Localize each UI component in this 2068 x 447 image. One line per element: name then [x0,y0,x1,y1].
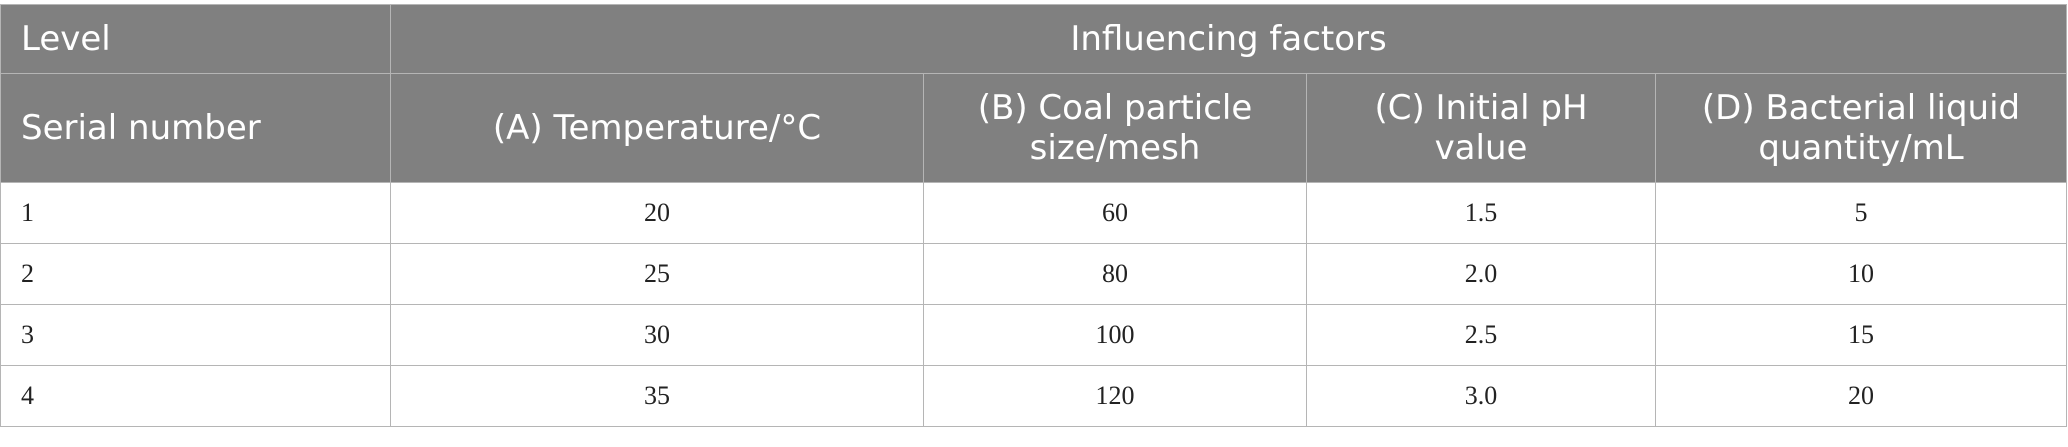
header-cell: Level [0,4,391,74]
data-cell: 3.0 [1306,365,1656,427]
data-cell: 35 [390,365,924,427]
data-table: Level Influencing factors Serial number … [0,4,2068,427]
header-cell: Influencing factors [389,4,2068,74]
data-cell: 25 [390,243,924,305]
header-cell: (B) Coal particle size/mesh [923,73,1307,183]
data-cell: 1.5 [1306,182,1656,244]
data-cell: 60 [923,182,1307,244]
data-row: 4 35 120 3.0 20 [0,365,2068,427]
data-cell: 15 [1654,304,2068,366]
data-cell: 2 [0,243,391,305]
data-cell: 100 [923,304,1307,366]
data-cell: 5 [1654,182,2068,244]
data-cell: 2.0 [1306,243,1656,305]
data-cell: 120 [923,365,1307,427]
data-cell: 10 [1654,243,2068,305]
data-row: 3 30 100 2.5 15 [0,304,2068,366]
data-cell: 1 [0,182,391,244]
data-cell: 20 [1654,365,2068,427]
data-cell: 30 [390,304,924,366]
data-cell: 3 [0,304,391,366]
data-row: 2 25 80 2.0 10 [0,243,2068,305]
header-row: Level Influencing factors [0,4,2068,74]
header-cell: (A) Temperature/°C [390,73,924,183]
data-cell: 4 [0,365,391,427]
data-cell: 80 [923,243,1307,305]
header-cell: (D) Bacterial liquid quantity/mL [1654,73,2068,183]
header-row: Serial number (A) Temperature/°C (B) Coa… [0,73,2068,183]
header-cell: Serial number [0,73,391,183]
data-row: 1 20 60 1.5 5 [0,182,2068,244]
data-cell: 20 [390,182,924,244]
data-cell: 2.5 [1306,304,1656,366]
header-cell: (C) Initial pH value [1306,73,1656,183]
